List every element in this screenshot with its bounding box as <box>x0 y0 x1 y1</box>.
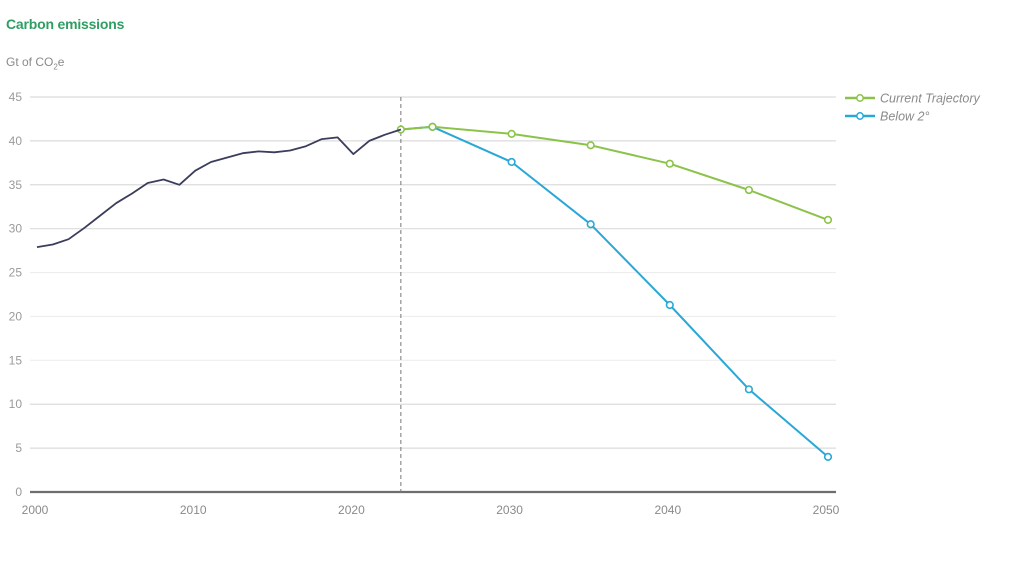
unit-subscript: 2 <box>53 62 58 72</box>
data-point-marker <box>586 141 595 150</box>
legend: Current Trajectory Below 2° <box>845 92 981 124</box>
series-lines <box>36 122 833 461</box>
gridlines <box>30 96 836 494</box>
series-line <box>36 128 402 248</box>
x-tick-label: 2050 <box>813 503 840 517</box>
data-point-marker <box>507 157 516 167</box>
series-current-trajectory <box>396 122 833 224</box>
y-tick-label: 0 <box>15 485 22 499</box>
data-point-marker <box>744 185 754 195</box>
data-point-marker <box>665 159 674 168</box>
y-axis-unit-label: Gt of CO2e <box>6 55 64 71</box>
y-tick-label: 10 <box>9 397 23 411</box>
data-point-marker <box>823 215 833 224</box>
series-historic <box>36 128 402 248</box>
data-point-marker <box>823 452 833 461</box>
legend-label: Current Trajectory <box>880 92 981 106</box>
data-point-marker <box>507 129 516 138</box>
data-point-marker <box>428 122 437 131</box>
series-line <box>400 125 829 458</box>
legend-label: Below 2° <box>880 110 929 124</box>
y-axis-ticks: 0 5 10 15 20 25 30 35 40 45 <box>9 90 23 499</box>
series-below-2 <box>400 122 833 461</box>
data-point-marker <box>586 220 595 229</box>
y-tick-label: 35 <box>9 178 23 192</box>
y-tick-label: 45 <box>9 90 23 104</box>
x-tick-label: 2020 <box>338 503 365 517</box>
y-tick-label: 30 <box>9 222 23 236</box>
chart-title: Carbon emissions <box>6 16 125 32</box>
x-tick-label: 2040 <box>654 503 681 517</box>
unit-prefix: Gt of CO <box>6 55 54 69</box>
legend-item: Below 2° <box>845 110 929 124</box>
legend-marker-icon <box>856 94 864 102</box>
x-tick-label: 2000 <box>22 503 49 517</box>
x-tick-label: 2010 <box>180 503 207 517</box>
data-point-marker <box>665 300 674 310</box>
y-tick-label: 20 <box>9 309 23 323</box>
data-point-marker <box>744 385 754 394</box>
y-tick-label: 15 <box>9 353 23 367</box>
y-tick-label: 25 <box>9 266 23 280</box>
y-tick-label: 40 <box>9 134 23 148</box>
legend-marker-icon <box>856 112 864 120</box>
x-axis-ticks: 2000 2010 2020 2030 2040 2050 <box>22 503 840 517</box>
legend-item: Current Trajectory <box>845 92 981 106</box>
x-tick-label: 2030 <box>496 503 523 517</box>
unit-suffix: e <box>57 55 65 69</box>
y-tick-label: 5 <box>15 441 22 455</box>
